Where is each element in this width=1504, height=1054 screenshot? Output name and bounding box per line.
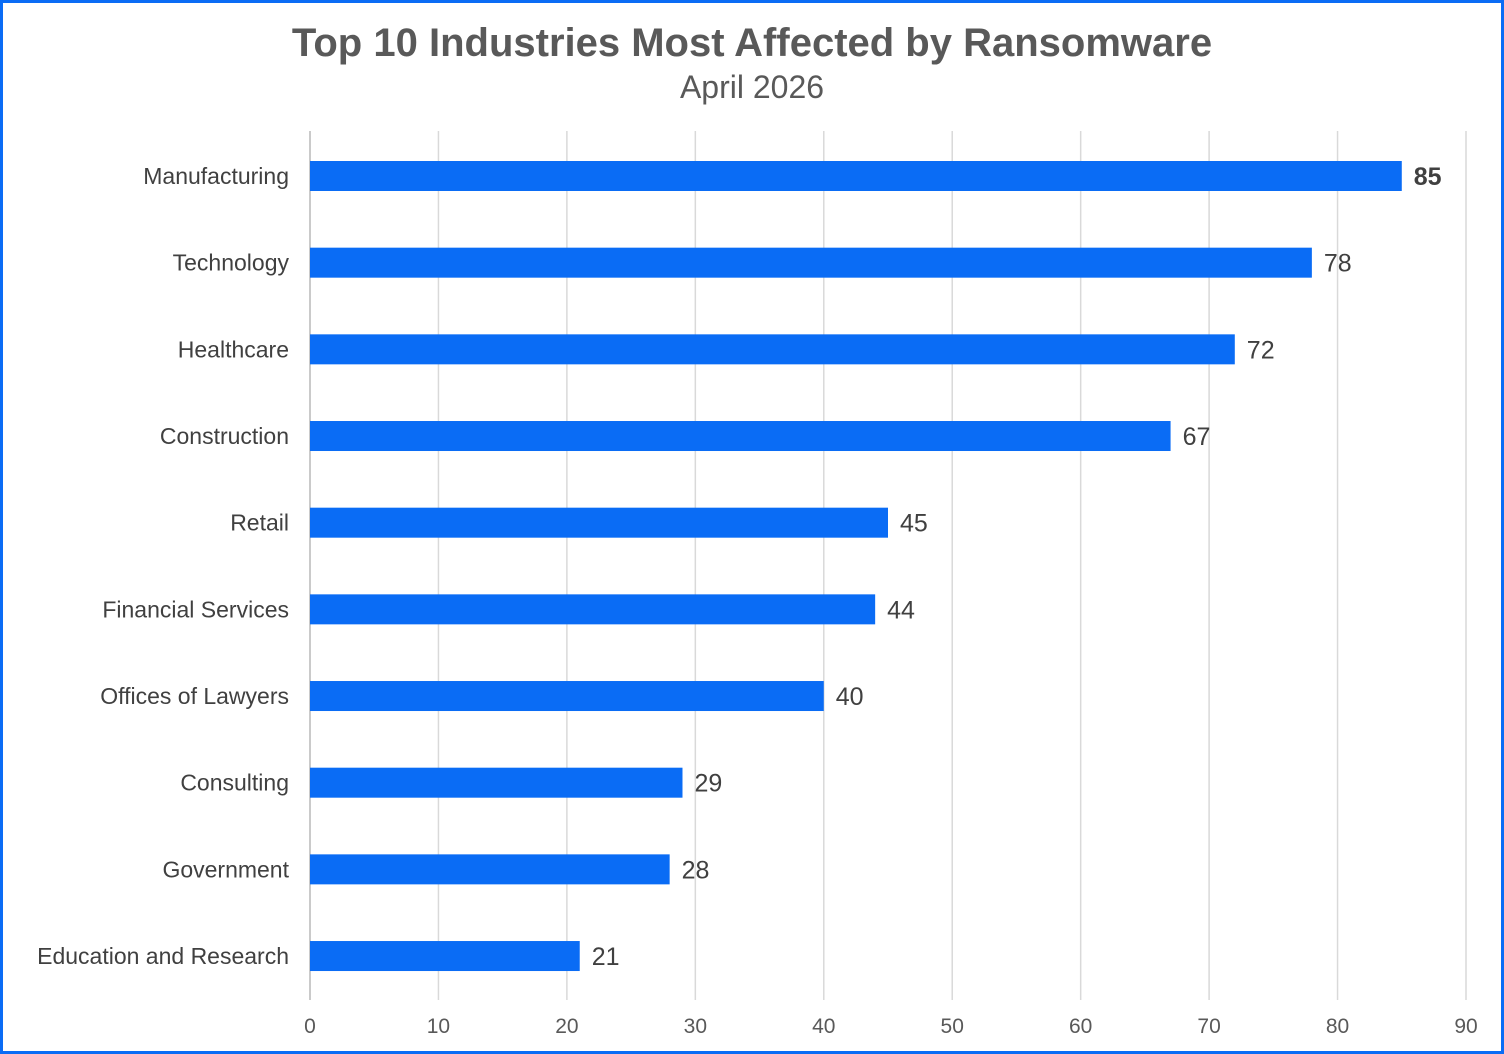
category-label: Technology [173,250,290,276]
bars [310,161,1402,972]
bar [310,507,888,538]
data-label: 45 [900,510,928,538]
x-tick-label: 20 [555,1015,578,1038]
data-label: 21 [592,943,620,971]
x-tick-label: 60 [1069,1015,1092,1038]
x-tick-label: 50 [941,1015,964,1038]
bar [310,594,876,625]
category-label: Consulting [180,770,289,796]
category-label: Healthcare [178,336,289,362]
data-label: 72 [1247,336,1275,364]
data-label: 44 [887,596,915,624]
x-tick-label: 40 [812,1015,835,1038]
x-tick-label: 30 [684,1015,707,1038]
x-tick-label: 70 [1197,1015,1220,1038]
category-label: Offices of Lawyers [100,683,289,709]
data-label: 85 [1414,163,1442,191]
x-tick-label: 10 [427,1015,450,1038]
chart-title: Top 10 Industries Most Affected by Ranso… [291,21,1213,65]
category-label: Education and Research [37,943,289,969]
bar [310,854,670,885]
data-label: 78 [1324,250,1352,278]
category-label: Government [162,856,289,882]
data-label: 40 [836,683,864,711]
category-label: Retail [230,510,289,536]
data-label: 28 [682,856,710,884]
bar [310,767,683,798]
chart-subtitle: April 2026 [679,69,825,105]
category-label: Construction [160,423,289,449]
x-tick-label: 80 [1326,1015,1349,1038]
data-label: 67 [1183,423,1211,451]
x-axis-ticks: 0 10 20 30 40 50 60 70 80 90 [304,1015,1478,1038]
bar [310,421,1171,452]
category-label: Financial Services [102,596,289,622]
x-tick-label: 90 [1454,1015,1477,1038]
bar [310,247,1312,278]
data-label: 29 [694,770,722,798]
bar [310,681,824,712]
category-label: Manufacturing [143,163,289,189]
bar [310,161,1402,191]
data-labels: 85 78 72 67 45 44 40 29 28 21 [592,163,1442,971]
bar [310,334,1235,365]
category-labels: Manufacturing Technology Healthcare Constru… [37,163,289,969]
x-tick-label: 0 [304,1015,316,1038]
bar [310,941,580,972]
